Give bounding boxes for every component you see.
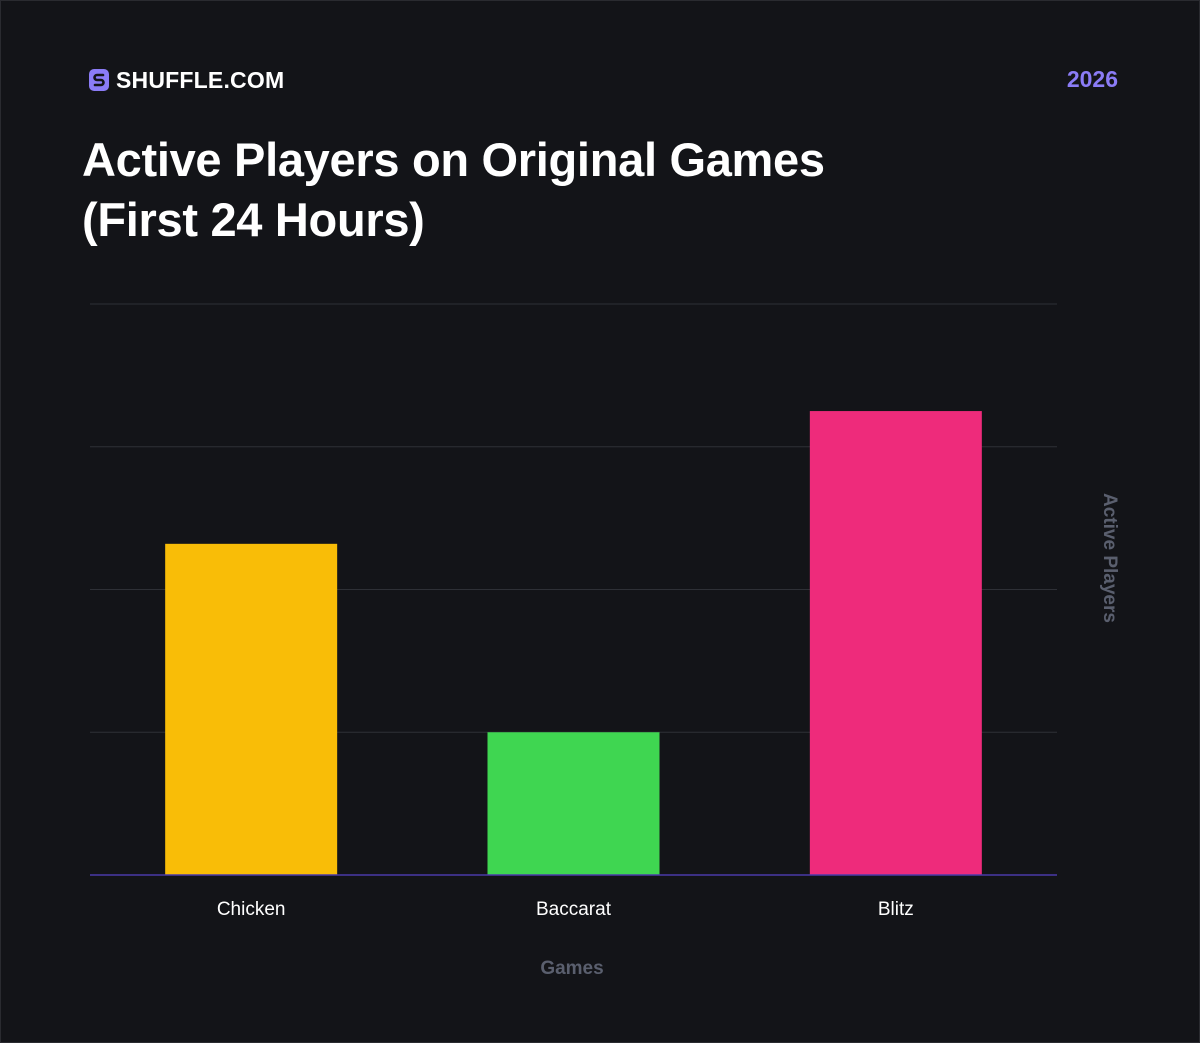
x-axis-title: Games [540, 958, 603, 979]
x-tick-label-chicken: Chicken [217, 899, 286, 920]
bar-chicken [165, 543, 338, 875]
x-tick-labels: Chicken Baccarat Blitz [217, 899, 914, 920]
y-axis-title: Active Players [1099, 493, 1120, 623]
brand-name: SHUFFLE.COM [116, 66, 285, 93]
brand: SHUFFLE.COM [88, 66, 284, 94]
x-tick-label-blitz: Blitz [878, 899, 914, 920]
year-label: 2026 [1066, 66, 1118, 92]
page-title: Active Players on Original Games (First … [82, 130, 1082, 250]
title-line-1: Active Players on Original Games [82, 133, 825, 186]
shuffle-s-logo-icon [89, 69, 109, 91]
x-tick-label-baccarat: Baccarat [536, 899, 612, 920]
bar-blitz [809, 411, 982, 875]
bar-baccarat [487, 732, 660, 875]
bars [165, 411, 982, 875]
title-line-2: (First 24 Hours) [82, 193, 425, 246]
